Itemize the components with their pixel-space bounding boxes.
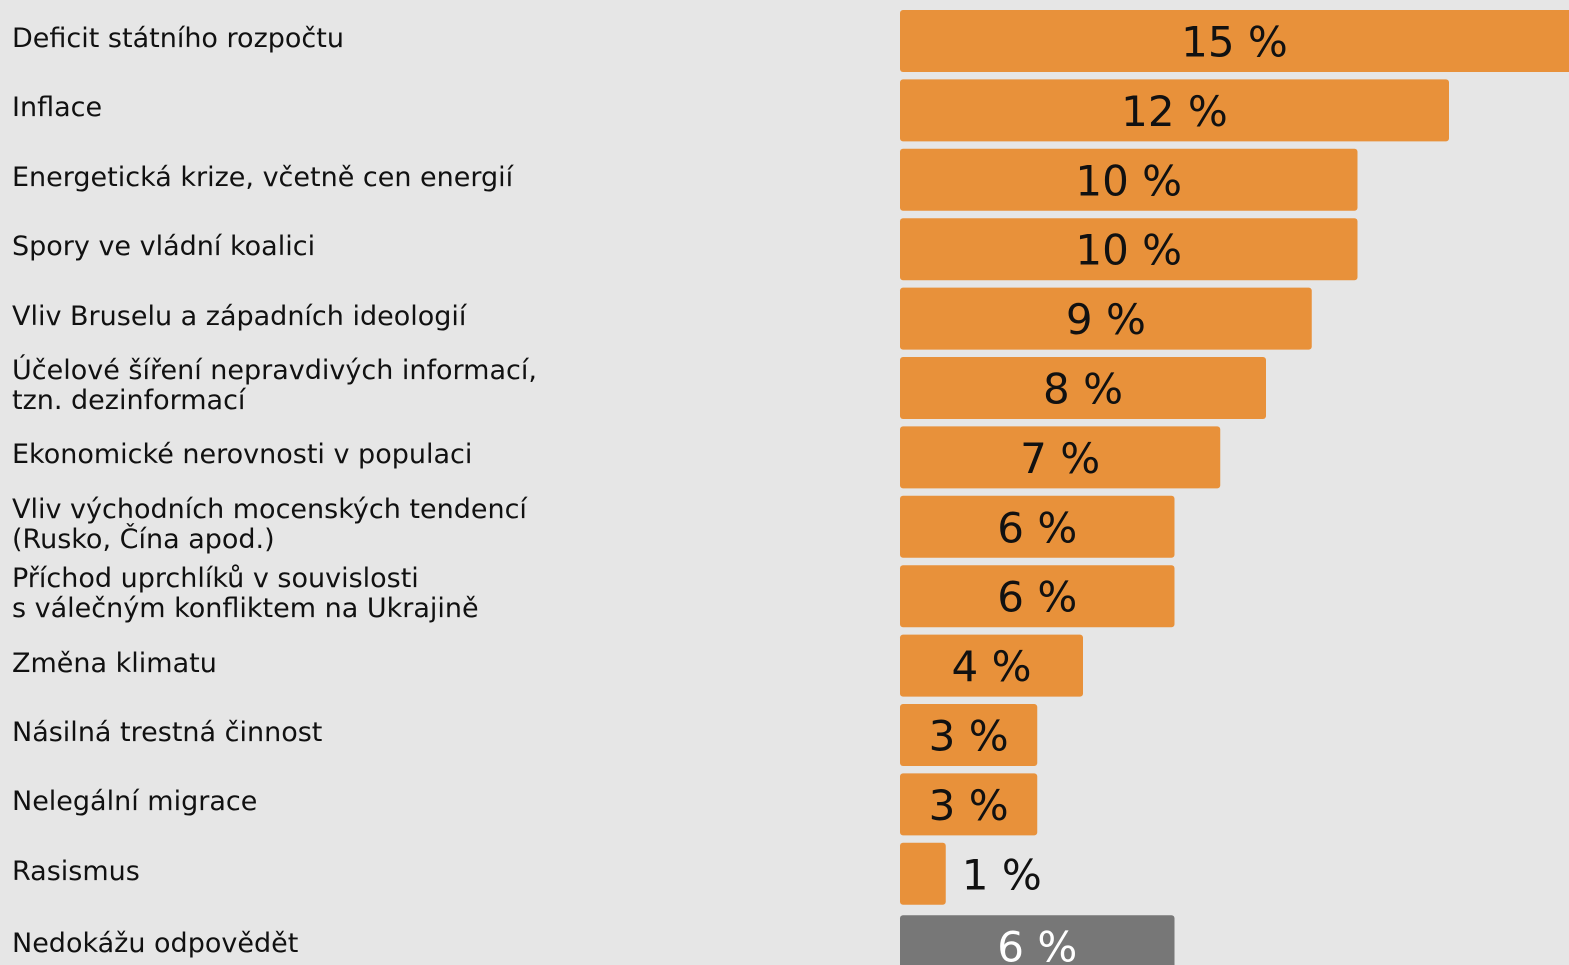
value-label: 10 %: [1075, 156, 1182, 205]
bar: [900, 634, 1083, 697]
value-label: 6 %: [997, 573, 1077, 622]
bar: [900, 842, 946, 905]
category-label: Spory ve vládní koalici: [12, 231, 316, 263]
category-label: Násilná trestná činnost: [12, 717, 323, 748]
value-label: 8 %: [1043, 365, 1123, 414]
bar: [900, 218, 1358, 281]
category-label: Příchod uprchlíků v souvislosti s válečn…: [12, 563, 479, 625]
value-label: 9 %: [1066, 295, 1146, 344]
value-label: 6 %: [997, 923, 1077, 965]
bar: [900, 915, 1175, 965]
category-label: Nelegální migrace: [12, 786, 258, 818]
category-label: Změna klimatu: [12, 647, 217, 679]
bar: [900, 773, 1038, 836]
bar: [900, 79, 1449, 142]
value-label: 7 %: [1020, 434, 1100, 483]
bar: [900, 565, 1175, 628]
value-label: 6 %: [997, 503, 1077, 552]
bar: [900, 10, 1569, 72]
category-label: Vliv východních mocenských tendencí (Rus…: [12, 493, 527, 555]
value-label: 12 %: [1121, 87, 1228, 136]
category-label: Rasismus: [12, 855, 140, 887]
category-label: Vliv Bruselu a západních ideologií: [12, 300, 467, 332]
bar: [900, 148, 1358, 211]
bar: [900, 704, 1038, 766]
category-label: Nedokážu odpovědět: [12, 928, 299, 960]
bar: [900, 357, 1266, 419]
category-label: Účelové šíření nepravdivých informací, t…: [12, 355, 537, 416]
bar: [900, 495, 1175, 558]
value-label: 3 %: [929, 781, 1009, 830]
bar: [900, 287, 1312, 350]
category-label: Energetická krize, včetně cen energií: [12, 161, 514, 193]
category-label: Ekonomické nerovnosti v populaci: [12, 439, 473, 471]
bar: [900, 426, 1221, 489]
value-label: 4 %: [952, 642, 1032, 691]
value-label: 3 %: [929, 712, 1009, 761]
value-label: 10 %: [1075, 226, 1182, 275]
category-label: Deficit státního rozpočtu: [12, 23, 344, 54]
value-label: 1 %: [962, 850, 1042, 899]
value-label: 15 %: [1181, 18, 1288, 67]
category-label: Inflace: [12, 92, 103, 124]
